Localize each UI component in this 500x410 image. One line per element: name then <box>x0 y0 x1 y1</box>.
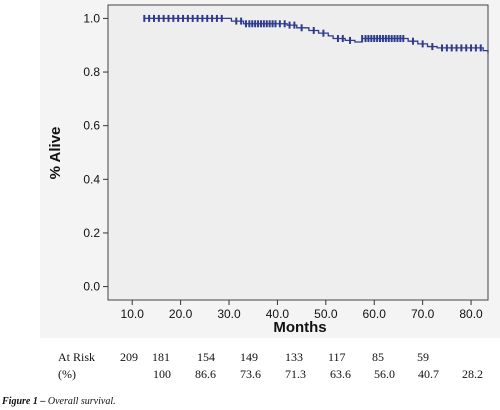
x-tick-label: 20.0 <box>169 307 193 321</box>
figure-caption-text: Overall survival. <box>45 396 115 407</box>
x-tick-label: 70.0 <box>411 307 435 321</box>
at-risk-value: 209 <box>120 350 138 364</box>
plot-area <box>107 4 489 301</box>
at-risk-value: 154 <box>197 350 215 364</box>
percent-value: 40.7 <box>418 367 439 381</box>
censor-marks <box>143 14 482 52</box>
x-tick-label: 80.0 <box>459 307 483 321</box>
percent-value: 56.0 <box>374 367 395 381</box>
y-tick-label: 0.8 <box>83 65 100 79</box>
percent-value: 71.3 <box>285 367 306 381</box>
percent-value: 86.6 <box>195 367 216 381</box>
y-tick-label: 1.0 <box>83 11 100 25</box>
x-tick-label: 10.0 <box>121 307 145 321</box>
at-risk-value: 133 <box>285 350 303 364</box>
x-axis-title: Months <box>273 319 326 336</box>
y-axis-title: % Alive <box>47 127 64 180</box>
x-axis-ticks: 10.0 20.0 30.0 40.0 50.0 60.0 70.0 80.0 <box>121 300 483 321</box>
at-risk-table: At Risk (%) 209 181 154 149 133 117 85 59 100 86.… <box>58 350 483 381</box>
at-risk-value: 117 <box>328 350 346 364</box>
survival-step-line <box>144 17 489 54</box>
x-tick-label: 60.0 <box>363 307 387 321</box>
figure-caption-label: Figure 1 – <box>1 396 45 407</box>
x-tick-label: 40.0 <box>266 307 290 321</box>
percent-value: 73.6 <box>240 367 261 381</box>
percent-value: 28.2 <box>462 367 483 381</box>
percent-value: 63.6 <box>330 367 351 381</box>
at-risk-value: 59 <box>417 350 429 364</box>
percent-row-label: (%) <box>58 367 76 381</box>
x-tick-label: 30.0 <box>217 307 241 321</box>
y-tick-label: 0.0 <box>83 280 100 294</box>
y-tick-label: 0.6 <box>83 119 100 133</box>
percent-value: 100 <box>153 367 171 381</box>
y-tick-label: 0.4 <box>83 172 100 186</box>
survival-curve <box>144 17 489 54</box>
y-axis-ticks: 0.0 0.2 0.4 0.6 0.8 1.0 <box>83 11 108 294</box>
at-risk-value: 149 <box>240 350 258 364</box>
x-tick-label: 50.0 <box>314 307 338 321</box>
at-risk-value: 181 <box>152 350 170 364</box>
figure-caption: Figure 1 – Overall survival. <box>1 396 116 407</box>
at-risk-value: 85 <box>372 350 384 364</box>
y-tick-label: 0.2 <box>83 226 100 240</box>
at-risk-row-label: At Risk <box>58 350 95 364</box>
